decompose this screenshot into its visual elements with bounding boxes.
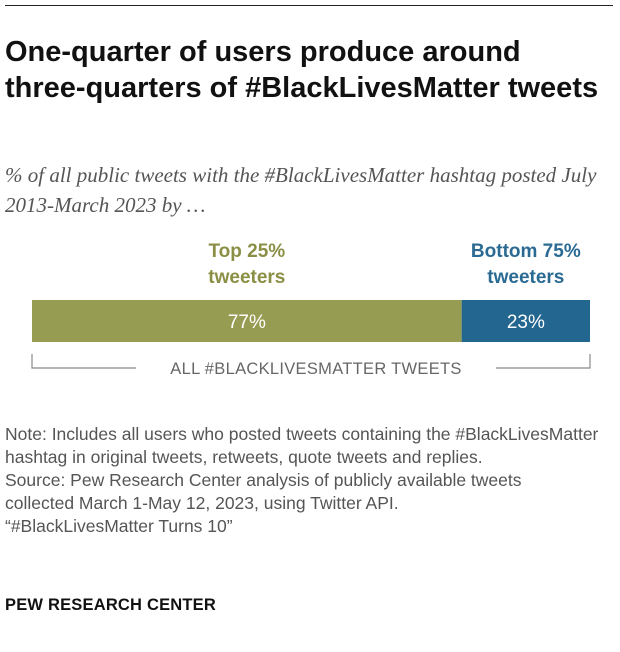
brand-logo-text: PEW RESEARCH CENTER bbox=[5, 596, 216, 614]
notes-block: Note: Includes all users who posted twee… bbox=[5, 423, 610, 538]
chart-subtitle: % of all public tweets with the #BlackLi… bbox=[5, 163, 597, 217]
source-line-3: “#BlackLivesMatter Turns 10” bbox=[5, 516, 233, 536]
bar-value-label-1: 77% bbox=[228, 312, 266, 333]
bar-segment-1 bbox=[32, 300, 462, 342]
source-line-1: Source: Pew Research Center analysis of … bbox=[5, 470, 522, 490]
source-line-2: collected March 1-May 12, 2023, using Tw… bbox=[5, 493, 399, 513]
bar-value-label-2: 23% bbox=[507, 312, 545, 333]
bracket-label: ALL #BLACKLIVESMATTER TWEETS bbox=[170, 360, 461, 378]
series-label-2: Bottom 75% tweeters bbox=[471, 241, 581, 288]
series-label-1: Top 25% tweeters bbox=[208, 241, 285, 288]
note-text: Note: Includes all users who posted twee… bbox=[5, 424, 599, 467]
chart-title: One-quarter of users produce around thre… bbox=[5, 36, 599, 104]
stacked-bar-chart: 77% Top 25% tweeters 23% Bottom 75% tweeters A… bbox=[31, 241, 591, 378]
top-rule bbox=[5, 5, 613, 6]
bar-segment-2 bbox=[461, 300, 590, 342]
bracket-left bbox=[31, 354, 136, 369]
bracket-right bbox=[496, 354, 591, 369]
